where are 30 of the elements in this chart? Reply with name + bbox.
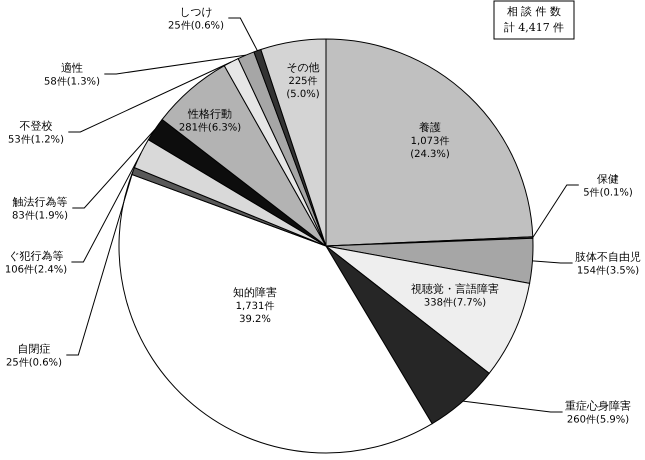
slice-label: 自閉症 — [18, 342, 50, 356]
data-label: 281件(6.3%) — [178, 122, 242, 134]
data-label: 1,073件 (24.3%) — [410, 136, 450, 160]
data-label: 25件(0.6%) — [6, 358, 62, 368]
slice-label: 肢体不自由児 — [575, 250, 641, 264]
data-label: 53件(1.2%) — [8, 134, 64, 146]
slice-label: 適性 — [61, 62, 83, 74]
data-label: 58件(1.3%) — [44, 76, 100, 88]
data-label: 225件 (5.0%) — [286, 76, 320, 100]
text: 計 4,417 件 — [504, 21, 564, 34]
slice-label: ぐ犯行為等 — [8, 250, 64, 262]
slice-label: その他 — [286, 61, 320, 74]
data-label: 83件(1.9%) — [12, 210, 68, 222]
text: 相 談 件 数 — [506, 5, 562, 18]
slice-label: 知的障害 — [233, 286, 277, 299]
slice-label: 不登校 — [20, 120, 52, 132]
data-label: 154件(3.5%) — [576, 266, 640, 276]
slice-label: 性格行動 — [187, 108, 232, 120]
data-label: 5件(0.1%) — [583, 188, 633, 198]
slice-label: 保健 — [597, 172, 619, 186]
data-label: 338件(7.7%) — [424, 298, 486, 308]
data-label: 1,731件 39.2% — [236, 301, 274, 325]
slice-label: 視聴覚・言語障害 — [411, 282, 499, 296]
data-label: 25件(0.6%) — [168, 20, 224, 32]
data-label: 106件(2.4%) — [4, 264, 68, 276]
slice-label: 養護 — [419, 121, 441, 134]
slice-label: しつけ — [180, 6, 212, 18]
slice-label: 重症心身障害 — [565, 400, 631, 412]
slice-label: 触法行為等 — [12, 196, 68, 208]
data-label: 260件(5.9%) — [566, 414, 630, 426]
